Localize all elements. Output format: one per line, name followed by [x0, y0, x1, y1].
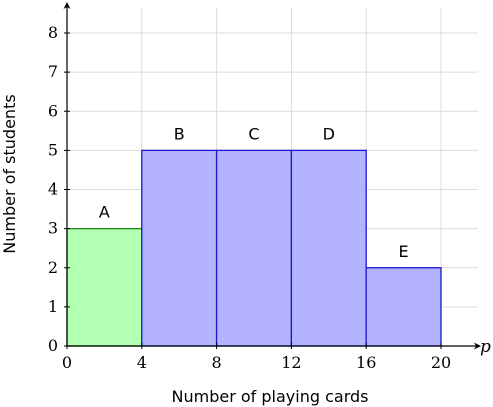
y-tick-label-2: 2	[48, 258, 58, 277]
y-tick-label-8: 8	[48, 23, 58, 42]
y-tick-label-3: 3	[48, 219, 58, 238]
x-axis-arrow	[474, 342, 481, 350]
x-tick-label-16: 16	[356, 353, 376, 372]
bar-b	[141, 149, 218, 347]
bar-labels-group: A B C D E	[99, 124, 409, 260]
bar-label-a: A	[99, 203, 110, 222]
bar-label-d: D	[323, 124, 335, 143]
x-tick-label-12: 12	[281, 353, 301, 372]
x-axis-variable: p	[480, 337, 491, 357]
y-tick-label-6: 6	[48, 101, 58, 120]
y-tick-label-5: 5	[48, 140, 58, 159]
axes-group	[63, 2, 481, 350]
bar-label-c: C	[248, 124, 259, 143]
y-tick-label-4: 4	[48, 180, 58, 199]
bar-d	[290, 149, 367, 347]
bar-label-b: B	[174, 124, 185, 143]
x-axis-label: Number of playing cards	[172, 387, 369, 406]
bar-e	[365, 267, 442, 347]
y-axis-label: Number of students	[0, 94, 19, 253]
x-tick-label-0: 0	[62, 353, 72, 372]
bar-label-e: E	[399, 242, 409, 261]
x-tick-label-4: 4	[137, 353, 147, 372]
x-tick-label-20: 20	[431, 353, 451, 372]
bars-group	[66, 149, 442, 347]
y-tick-label-7: 7	[48, 62, 58, 81]
y-tick-label-1: 1	[48, 297, 58, 316]
x-tick-label-8: 8	[212, 353, 222, 372]
y-tick-label-0: 0	[48, 336, 58, 355]
bar-a	[66, 227, 143, 347]
bar-c	[215, 149, 293, 347]
y-axis-arrow	[63, 2, 71, 9]
